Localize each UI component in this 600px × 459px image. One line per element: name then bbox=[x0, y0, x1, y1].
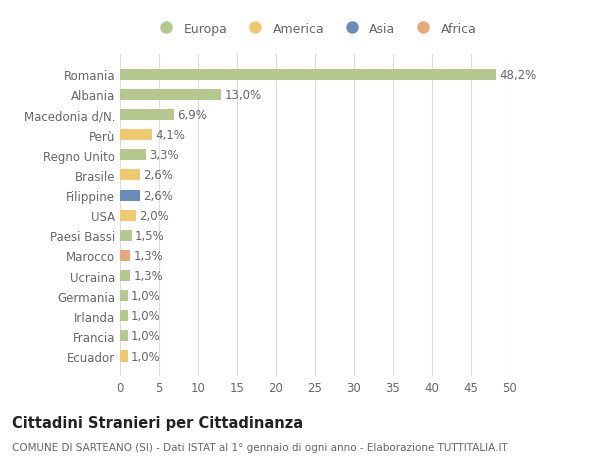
Text: 1,0%: 1,0% bbox=[131, 350, 161, 363]
Bar bbox=[120, 130, 152, 141]
Text: Cittadini Stranieri per Cittadinanza: Cittadini Stranieri per Cittadinanza bbox=[12, 415, 303, 431]
Bar bbox=[120, 90, 221, 101]
Text: 48,2%: 48,2% bbox=[499, 69, 536, 82]
Bar bbox=[120, 230, 132, 241]
Text: 1,0%: 1,0% bbox=[131, 310, 161, 323]
Bar bbox=[120, 210, 136, 221]
Legend: Europa, America, Asia, Africa: Europa, America, Asia, Africa bbox=[154, 23, 476, 36]
Text: 1,3%: 1,3% bbox=[133, 269, 163, 282]
Text: 13,0%: 13,0% bbox=[224, 89, 262, 102]
Text: 3,3%: 3,3% bbox=[149, 149, 178, 162]
Text: 1,0%: 1,0% bbox=[131, 330, 161, 343]
Bar bbox=[120, 311, 128, 322]
Text: 1,3%: 1,3% bbox=[133, 249, 163, 263]
Bar bbox=[120, 330, 128, 341]
Bar bbox=[120, 190, 140, 201]
Text: 2,6%: 2,6% bbox=[143, 169, 173, 182]
Text: 2,0%: 2,0% bbox=[139, 209, 169, 222]
Bar bbox=[120, 150, 146, 161]
Bar bbox=[120, 250, 130, 262]
Bar bbox=[120, 110, 174, 121]
Bar bbox=[120, 291, 128, 302]
Text: 2,6%: 2,6% bbox=[143, 189, 173, 202]
Bar bbox=[120, 170, 140, 181]
Text: COMUNE DI SARTEANO (SI) - Dati ISTAT al 1° gennaio di ogni anno - Elaborazione T: COMUNE DI SARTEANO (SI) - Dati ISTAT al … bbox=[12, 442, 508, 452]
Text: 1,5%: 1,5% bbox=[135, 230, 164, 242]
Text: 4,1%: 4,1% bbox=[155, 129, 185, 142]
Bar bbox=[120, 351, 128, 362]
Bar bbox=[120, 70, 496, 81]
Bar bbox=[120, 270, 130, 281]
Text: 1,0%: 1,0% bbox=[131, 290, 161, 302]
Text: 6,9%: 6,9% bbox=[177, 109, 207, 122]
